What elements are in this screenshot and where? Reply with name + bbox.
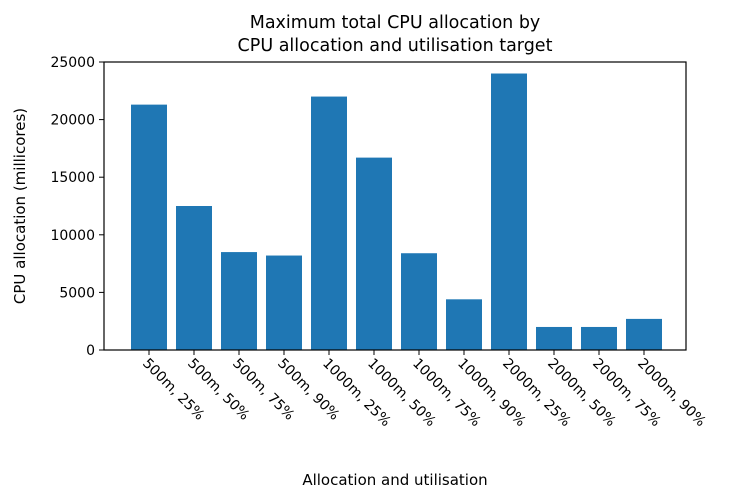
x-axis-ticks: 500m, 25%500m, 50%500m, 75%500m, 90%1000… [139,350,709,430]
bar-9 [491,73,527,351]
bar-7 [401,253,437,350]
bar-4 [266,255,302,350]
y-tick-label: 15000 [50,170,95,186]
bars-group [131,73,662,351]
bar-6 [356,157,392,350]
y-axis-ticks: 0 5000 10000 15000 20000 25000 [50,55,104,359]
y-axis-label: CPU allocation (millicores) [11,108,29,304]
y-tick-label: 25000 [50,55,95,71]
bar-3 [221,252,257,350]
bar-1 [131,104,167,351]
bar-10 [536,326,572,350]
chart-title-line-2: CPU allocation and utilisation target [238,36,553,56]
y-tick-label: 20000 [50,113,95,129]
x-axis-label: Allocation and utilisation [302,471,487,489]
chart-title-line-1: Maximum total CPU allocation by [250,13,541,33]
y-tick-label: 10000 [50,228,95,244]
bar-2 [176,206,212,350]
bar-5 [311,96,347,350]
bar-8 [446,299,482,350]
y-tick-label: 5000 [59,285,95,301]
y-tick-label: 0 [86,343,95,359]
bar-12 [626,318,662,350]
plot-frame [103,61,687,351]
bar-11 [581,326,617,350]
